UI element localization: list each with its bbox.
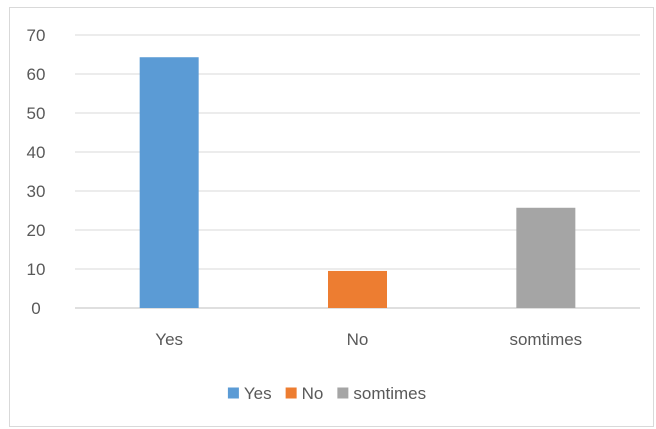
y-axis-ticks: 0 10 20 30 40 50 60 70 <box>27 26 46 318</box>
legend-swatch <box>337 387 349 399</box>
legend-swatch <box>227 387 239 399</box>
x-category-label: somtimes <box>509 330 582 349</box>
bar-no <box>328 270 387 308</box>
x-category-label: No <box>347 330 369 349</box>
y-tick-label: 60 <box>27 65 46 84</box>
bars <box>139 57 576 309</box>
legend-label: somtimes <box>353 384 426 403</box>
y-tick-label: 20 <box>27 221 46 240</box>
legend-swatch <box>285 387 297 399</box>
legend: Yes No somtimes <box>227 384 426 403</box>
legend-label: No <box>302 384 324 403</box>
y-tick-label: 50 <box>27 104 46 123</box>
y-tick-label: 70 <box>27 26 46 45</box>
legend-label: Yes <box>244 384 272 403</box>
bar-somtimes <box>516 207 576 308</box>
y-tick-label: 30 <box>27 182 46 201</box>
x-category-label: Yes <box>155 330 183 349</box>
y-tick-label: 10 <box>27 260 46 279</box>
bar-yes <box>139 57 199 309</box>
y-tick-label: 0 <box>31 299 40 318</box>
x-axis-labels: Yes No somtimes <box>155 330 582 349</box>
y-tick-label: 40 <box>27 143 46 162</box>
